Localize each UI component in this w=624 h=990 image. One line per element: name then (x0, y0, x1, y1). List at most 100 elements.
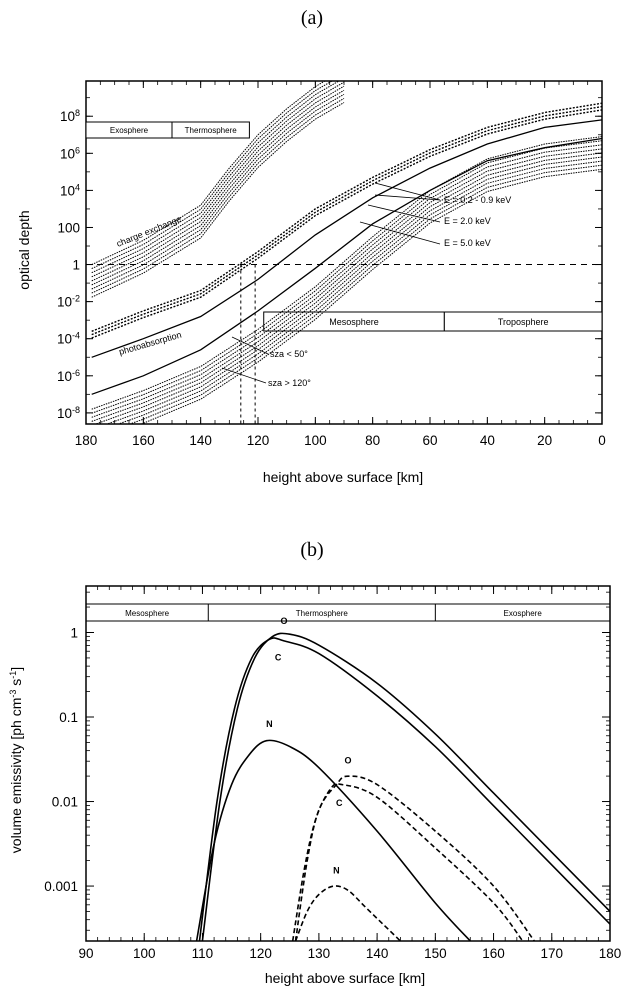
b-xtick-label: 150 (424, 946, 447, 961)
a-curve-photoabsorption (91, 148, 602, 422)
panel-b-curves (195, 632, 610, 941)
b-xtick-label: 100 (133, 946, 156, 961)
a-curve-charge-exchange (91, 89, 345, 286)
a-ytick-label: 108 (60, 108, 80, 124)
a-curve-charge-exchange (91, 81, 345, 278)
b-ytick-label: 0.1 (59, 710, 78, 725)
a-xtick-label: 180 (75, 433, 98, 448)
a-xtick-label: 40 (480, 433, 495, 448)
a-ytick-label: 10-4 (57, 331, 80, 347)
b-xtick-label: 140 (366, 946, 389, 961)
a-curve-photoabsorption (105, 156, 602, 424)
annot-e3: E = 5.0 keV (444, 238, 491, 248)
b-curve-label: O (280, 616, 287, 626)
a-curve-photoabsorption (116, 160, 602, 424)
b-ytick-label: 0.01 (52, 795, 78, 810)
b-curve-label: N (333, 865, 340, 875)
panel-b-ylabel: volume emissivity [ph cm-3 s-1] (8, 667, 24, 853)
a-xtick-label: 120 (247, 433, 270, 448)
a-curve-photoabsorption (91, 140, 602, 414)
a-xtick-label: 140 (189, 433, 212, 448)
panel-b-curve-labels: O C N O C N (266, 616, 351, 875)
a-region-label: Exosphere (110, 126, 149, 135)
a-region-box (443, 311, 603, 332)
b-xtick-label: 170 (541, 946, 564, 961)
a-xtick-label: 60 (422, 433, 437, 448)
annot-photoabsorption: photoabsorption (118, 330, 183, 357)
panel-b-frame (85, 585, 611, 942)
a-curve-charge-exchange (91, 102, 345, 298)
a-curve-energy (91, 119, 602, 358)
a-curve-photoabsorption (94, 152, 602, 424)
b-ytick-label: 0.001 (44, 879, 78, 894)
b-xtick-label: 130 (308, 946, 331, 961)
annot-sza2: sza > 120° (268, 378, 311, 388)
panel-a-vertical-dashes (240, 264, 256, 424)
a-curve-charge-exchange (91, 93, 345, 290)
a-curve-charge-exchange (91, 81, 333, 270)
panel-b-ticks: 90 100 110 120 130 140 150 160 170 180 1 0.1 0.01 0.0… (44, 586, 621, 961)
panel-label-a: (a) (301, 7, 323, 29)
panel-a-xlabel: height above surface [km] (263, 469, 423, 485)
a-ytick-label: 1 (72, 258, 80, 273)
b-xtick-label: 90 (78, 946, 93, 961)
annot-sza1: sza < 50° (270, 349, 308, 359)
a-curve-charge-exchange (91, 85, 345, 282)
b-region-label: Exosphere (504, 609, 543, 618)
a-ytick-label: 100 (57, 220, 80, 235)
a-curve-photoabsorption (91, 136, 602, 410)
a-curve-energy (91, 137, 602, 395)
panel-b-xlabel: height above surface [km] (265, 970, 425, 986)
b-curve-C-dashed (291, 783, 524, 941)
annot-energy-leaders (359, 182, 441, 245)
a-curve-photoabsorption (128, 164, 602, 424)
a-xtick-label: 0 (598, 433, 606, 448)
a-ytick-label: 10-8 (57, 405, 80, 421)
b-xtick-label: 120 (249, 946, 272, 961)
a-curve-charge-exchange (91, 97, 345, 294)
annot-e1: E = 0.2 - 0.9 keV (444, 195, 511, 205)
b-region-label: Mesosphere (125, 609, 170, 618)
a-ytick-label: 10-2 (57, 294, 80, 310)
a-curve-e1 (91, 109, 602, 339)
b-curve-label: N (266, 719, 273, 729)
annot-e2: E = 2.0 keV (444, 216, 491, 226)
a-xtick-label: 160 (132, 433, 155, 448)
b-curve-N-solid (195, 739, 471, 941)
a-xtick-label: 80 (365, 433, 380, 448)
panel-b-regions: Mesosphere Thermosphere Exosphere (125, 604, 542, 621)
panel-label-b: (b) (300, 539, 323, 561)
annot-charge-exchange: charge exchange (115, 214, 183, 249)
b-curve-label: C (336, 798, 343, 808)
a-xtick-label: 100 (304, 433, 327, 448)
b-curve-N-dashed (294, 885, 401, 941)
a-curve-e1 (91, 105, 602, 336)
b-curve-O-solid (201, 632, 610, 941)
a-region-label: Mesosphere (329, 317, 379, 327)
b-xtick-label: 160 (482, 946, 505, 961)
b-curve-label: C (275, 652, 282, 662)
a-curve-charge-exchange (91, 81, 326, 266)
b-curve-C-solid (198, 637, 610, 941)
panel-a-ylabel: optical depth (16, 210, 32, 289)
b-curve-label: O (344, 756, 351, 766)
a-curve-photoabsorption (139, 168, 602, 424)
a-curve-photoabsorption (91, 144, 602, 418)
a-curve-charge-exchange (91, 81, 340, 274)
b-region-label: Thermosphere (296, 609, 349, 618)
panel-b-chart: 90 100 110 120 130 140 150 160 170 180 1 0.1 0.01 0.0… (8, 585, 621, 986)
b-xtick-label: 110 (192, 946, 214, 961)
b-ytick-label: 1 (70, 625, 78, 640)
a-region-label: Thermosphere (185, 126, 238, 135)
a-region-box (171, 121, 250, 139)
panel-a-curves (91, 81, 602, 424)
a-ytick-label: 10-6 (57, 368, 80, 384)
a-region-label: Troposphere (498, 317, 549, 327)
a-ytick-label: 106 (60, 145, 80, 161)
b-xtick-label: 180 (599, 946, 622, 961)
b-curve-O-dashed (294, 775, 535, 941)
a-ytick-label: 104 (60, 182, 80, 198)
annot-sza-leaders (221, 336, 269, 384)
panel-a-regions: Exosphere Thermosphere Mesosphere Troposphe… (85, 121, 603, 332)
